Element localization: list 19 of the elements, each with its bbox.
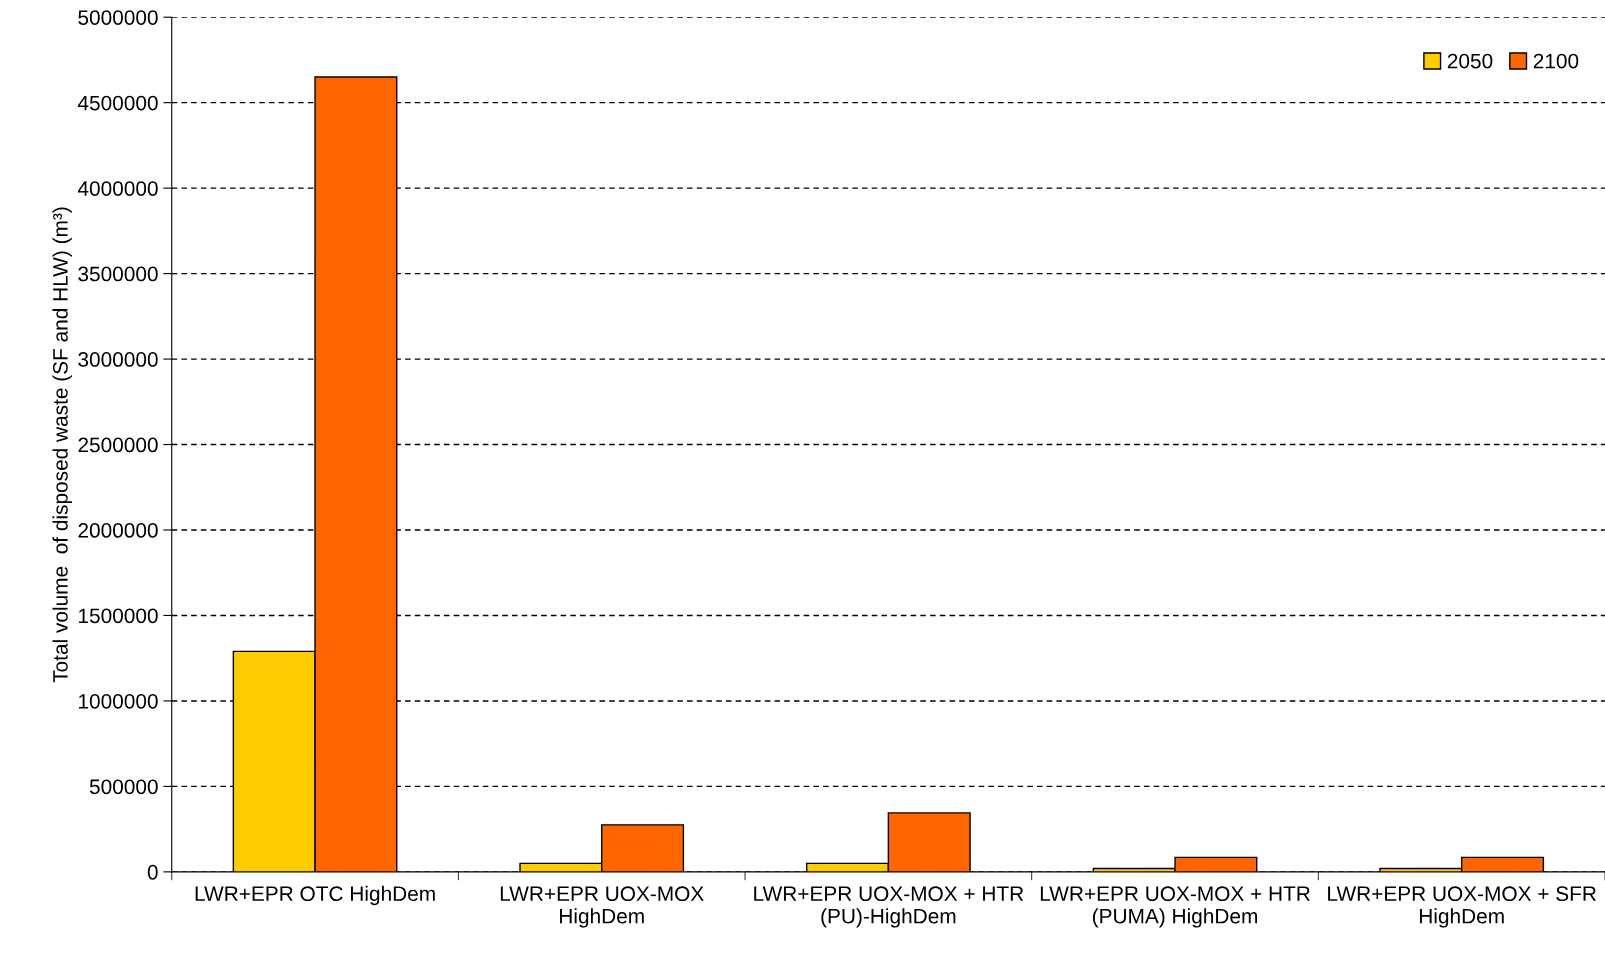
y-tick-label: 3000000 (78, 352, 158, 367)
y-tick-label: 1000000 (79, 693, 158, 709)
y-tick-label: 5000000 (78, 10, 158, 25)
y-tick-label: 2500000 (78, 437, 158, 453)
x-tick-label: LWR+EPR OTC HighDem (195, 885, 435, 906)
y-tick-label: 2000000 (78, 523, 158, 538)
legend-label: 2050 (1447, 53, 1493, 69)
y-tick-label: 4000000 (77, 181, 158, 196)
x-tick-label: LWR+EPR UOX-MOX + HTR (PU)-HighDem (754, 886, 1024, 928)
x-tick-label: LWR+EPR UOX-MOX + HTR (PUMA) HighDem (1040, 886, 1310, 928)
y-tick-label: 3500000 (78, 266, 158, 282)
y-tick-label: 0 (147, 864, 158, 880)
legend-label: 2100 (1533, 53, 1579, 69)
y-tick-label: 1500000 (79, 608, 158, 624)
y-tick-label: 4500000 (77, 95, 158, 111)
y-tick-label: 500000 (89, 779, 158, 795)
x-tick-label: LWR+EPR UOX-MOX HighDem (500, 886, 704, 928)
y-axis-title: Total volume of disposed waste (SF and HLW) (m³) (52, 207, 72, 683)
x-tick-label: LWR+EPR UOX-MOX + SFR HighDem (1328, 886, 1596, 928)
